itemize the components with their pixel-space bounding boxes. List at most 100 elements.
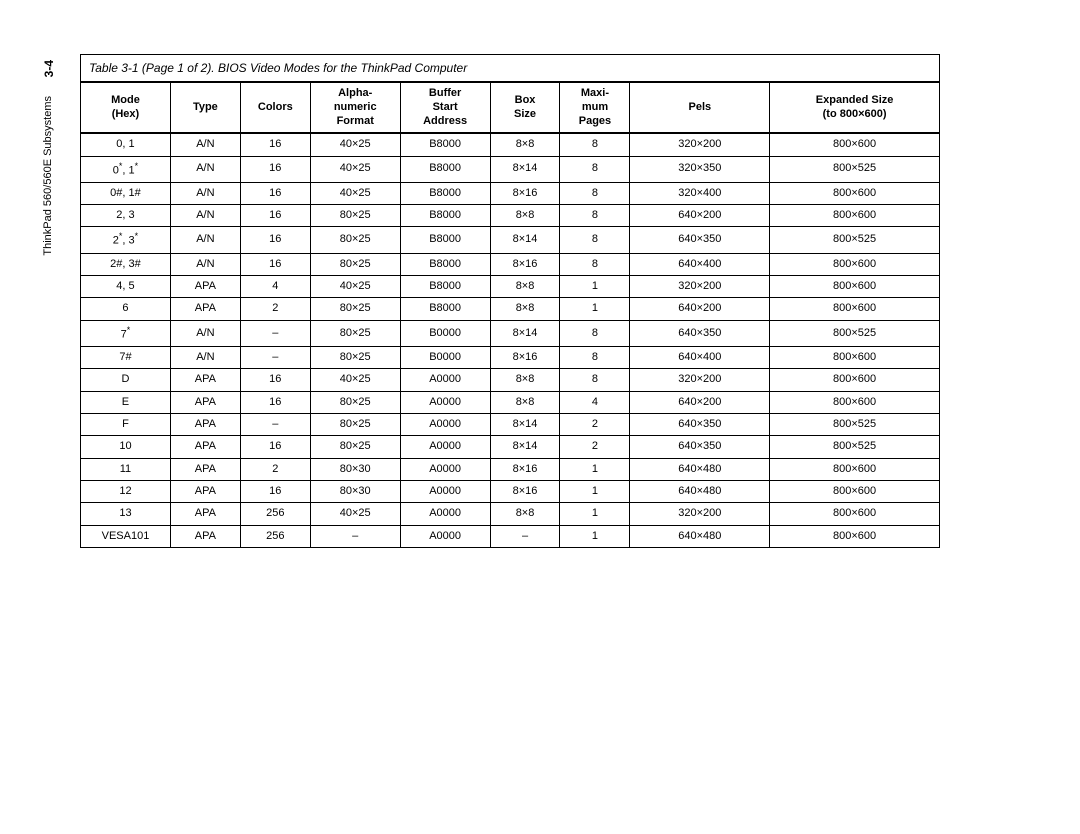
table-cell: 256 bbox=[240, 503, 310, 525]
table-row: 7#A/N–80×25B00008×168640×400800×600 bbox=[81, 346, 940, 368]
table-cell: 8×8 bbox=[490, 391, 560, 413]
table-cell: 800×525 bbox=[770, 413, 940, 435]
table-cell: APA bbox=[170, 525, 240, 547]
table-cell: 8×14 bbox=[490, 413, 560, 435]
table-cell: 80×30 bbox=[310, 481, 400, 503]
table-cell: 12 bbox=[81, 481, 171, 503]
table-cell: 2 bbox=[560, 413, 630, 435]
table-cell: 8×8 bbox=[490, 205, 560, 227]
table-cell: 8×16 bbox=[490, 253, 560, 275]
table-cell: 8×8 bbox=[490, 298, 560, 320]
table-cell: 800×525 bbox=[770, 227, 940, 253]
table-cell: APA bbox=[170, 298, 240, 320]
col-header: Colors bbox=[240, 82, 310, 133]
table-row: 10APA1680×25A00008×142640×350800×525 bbox=[81, 436, 940, 458]
table-cell: 800×600 bbox=[770, 205, 940, 227]
table-cell: 800×525 bbox=[770, 320, 940, 346]
table-row: FAPA–80×25A00008×142640×350800×525 bbox=[81, 413, 940, 435]
table-cell: 16 bbox=[240, 253, 310, 275]
table-cell: 2 bbox=[240, 458, 310, 480]
table-cell: 40×25 bbox=[310, 133, 400, 156]
table-cell: 640×480 bbox=[630, 458, 770, 480]
table-cell: 0#, 1# bbox=[81, 182, 171, 204]
table-cell: 16 bbox=[240, 227, 310, 253]
table-row: 0#, 1#A/N1640×25B80008×168320×400800×600 bbox=[81, 182, 940, 204]
table-cell: 800×525 bbox=[770, 436, 940, 458]
table-cell: F bbox=[81, 413, 171, 435]
table-cell: 8 bbox=[560, 156, 630, 182]
table-cell: 4 bbox=[240, 275, 310, 297]
table-row: 6APA280×25B80008×81640×200800×600 bbox=[81, 298, 940, 320]
table-cell: 1 bbox=[560, 503, 630, 525]
table-cell: B8000 bbox=[400, 156, 490, 182]
table-cell: 2#, 3# bbox=[81, 253, 171, 275]
table-cell: 2*, 3* bbox=[81, 227, 171, 253]
table-cell: 80×25 bbox=[310, 205, 400, 227]
table-cell: 1 bbox=[560, 275, 630, 297]
table-cell: 640×350 bbox=[630, 227, 770, 253]
table-row: 13APA25640×25A00008×81320×200800×600 bbox=[81, 503, 940, 525]
table-cell: B8000 bbox=[400, 253, 490, 275]
table-row: 11APA280×30A00008×161640×480800×600 bbox=[81, 458, 940, 480]
table-cell: A/N bbox=[170, 156, 240, 182]
table-cell: 640×200 bbox=[630, 391, 770, 413]
table-cell: A0000 bbox=[400, 503, 490, 525]
table-cell: 80×30 bbox=[310, 458, 400, 480]
table-cell: APA bbox=[170, 436, 240, 458]
table-row: 2#, 3#A/N1680×25B80008×168640×400800×600 bbox=[81, 253, 940, 275]
table-cell: 800×600 bbox=[770, 298, 940, 320]
table-cell: 2 bbox=[240, 298, 310, 320]
table-cell: 80×25 bbox=[310, 346, 400, 368]
video-modes-table-wrap: Table 3-1 (Page 1 of 2). BIOS Video Mode… bbox=[80, 54, 940, 548]
col-header: BufferStartAddress bbox=[400, 82, 490, 133]
col-header: Pels bbox=[630, 82, 770, 133]
table-cell: 800×600 bbox=[770, 481, 940, 503]
table-row: VESA101APA256–A0000–1640×480800×600 bbox=[81, 525, 940, 547]
table-cell: 8 bbox=[560, 253, 630, 275]
table-cell: B8000 bbox=[400, 298, 490, 320]
table-cell: 640×480 bbox=[630, 525, 770, 547]
table-cell: A0000 bbox=[400, 369, 490, 391]
table-cell: 10 bbox=[81, 436, 171, 458]
table-cell: 800×600 bbox=[770, 133, 940, 156]
table-cell: B8000 bbox=[400, 227, 490, 253]
table-cell: 8 bbox=[560, 182, 630, 204]
table-cell: VESA101 bbox=[81, 525, 171, 547]
table-cell: – bbox=[240, 320, 310, 346]
side-label: ThinkPad 560/560E Subsystems bbox=[42, 96, 54, 256]
table-cell: 80×25 bbox=[310, 298, 400, 320]
table-cell: 1 bbox=[560, 298, 630, 320]
col-header: BoxSize bbox=[490, 82, 560, 133]
table-cell: B0000 bbox=[400, 346, 490, 368]
table-cell: A/N bbox=[170, 133, 240, 156]
table-cell: A/N bbox=[170, 253, 240, 275]
table-cell: 16 bbox=[240, 436, 310, 458]
table-cell: A0000 bbox=[400, 458, 490, 480]
table-cell: 80×25 bbox=[310, 436, 400, 458]
table-cell: 800×600 bbox=[770, 369, 940, 391]
table-cell: 80×25 bbox=[310, 227, 400, 253]
caption-body: 3-1 (Page 1 of 2). BIOS Video Modes for … bbox=[118, 61, 467, 75]
table-cell: 4, 5 bbox=[81, 275, 171, 297]
video-modes-table: Table 3-1 (Page 1 of 2). BIOS Video Mode… bbox=[80, 54, 940, 548]
table-cell: 640×350 bbox=[630, 436, 770, 458]
table-cell: 8×8 bbox=[490, 275, 560, 297]
table-cell: 640×200 bbox=[630, 205, 770, 227]
table-cell: 0, 1 bbox=[81, 133, 171, 156]
table-cell: – bbox=[240, 346, 310, 368]
table-cell: 8×16 bbox=[490, 346, 560, 368]
table-cell: 2 bbox=[560, 436, 630, 458]
table-row: EAPA1680×25A00008×84640×200800×600 bbox=[81, 391, 940, 413]
table-cell: – bbox=[490, 525, 560, 547]
table-row: 0, 1A/N1640×25B80008×88320×200800×600 bbox=[81, 133, 940, 156]
table-cell: 8×14 bbox=[490, 227, 560, 253]
table-cell: 8 bbox=[560, 227, 630, 253]
table-cell: 640×400 bbox=[630, 253, 770, 275]
table-cell: APA bbox=[170, 413, 240, 435]
table-cell: 8×14 bbox=[490, 436, 560, 458]
page-number: 3-4 bbox=[42, 60, 56, 77]
table-cell: APA bbox=[170, 275, 240, 297]
table-cell: APA bbox=[170, 391, 240, 413]
table-cell: 800×600 bbox=[770, 253, 940, 275]
table-cell: 40×25 bbox=[310, 503, 400, 525]
